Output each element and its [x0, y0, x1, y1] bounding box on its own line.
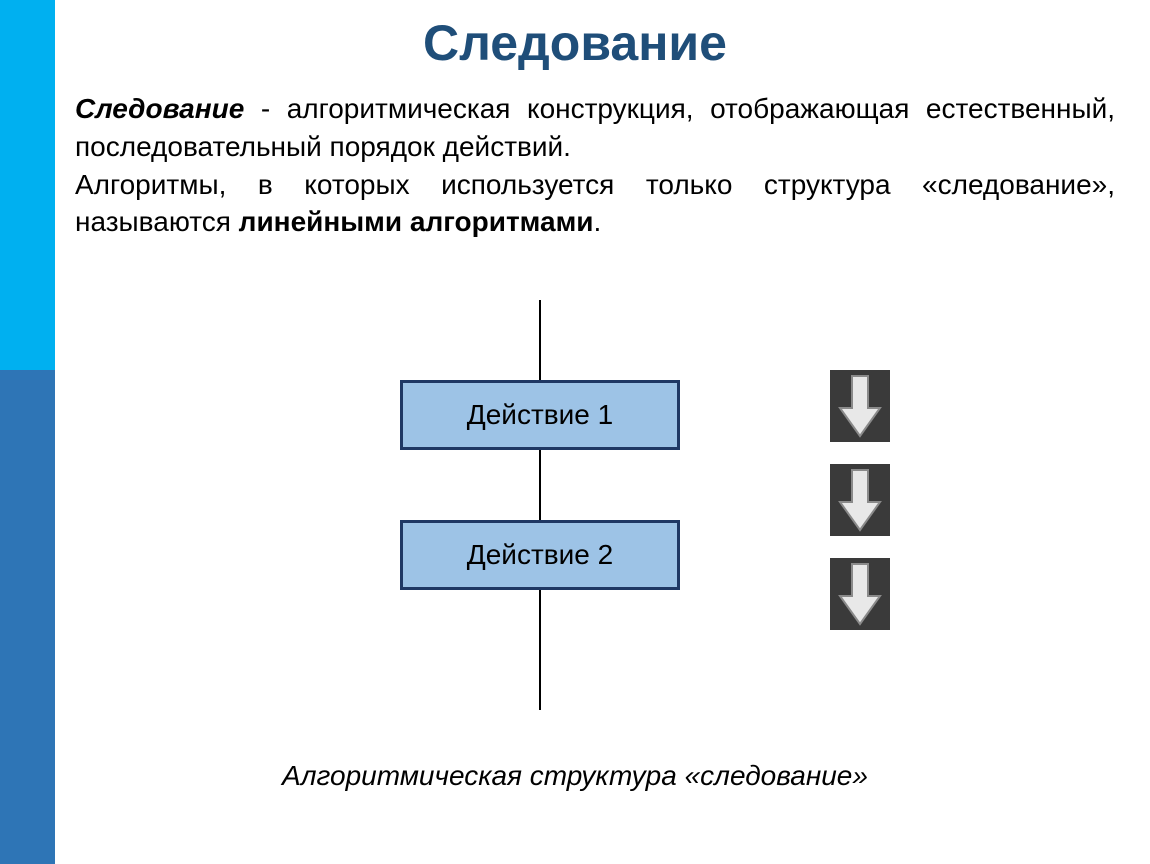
term: Следование [75, 93, 244, 124]
slide: Следование Следование - алгоритмическая … [0, 0, 1150, 864]
flowchart-connector [539, 590, 541, 710]
sentence2-bold: линейными алгоритмами [239, 206, 594, 237]
flowchart-node: Действие 2 [400, 520, 680, 590]
flowchart: Действие 1 Действие 2 [400, 300, 680, 720]
slide-title: Следование [0, 14, 1150, 72]
down-arrow-icon [830, 370, 890, 442]
down-arrow-icon [830, 558, 890, 630]
flowchart-connector [539, 450, 541, 520]
down-arrow-icon [830, 464, 890, 536]
sentence2-post: . [594, 206, 602, 237]
flowchart-caption: Алгоритмическая структура «следование» [0, 760, 1150, 792]
arrow-icon-stack [830, 370, 894, 652]
flowchart-node: Действие 1 [400, 380, 680, 450]
flowchart-connector [539, 300, 541, 380]
definition-paragraph: Следование - алгоритмическая конструкция… [75, 90, 1115, 241]
